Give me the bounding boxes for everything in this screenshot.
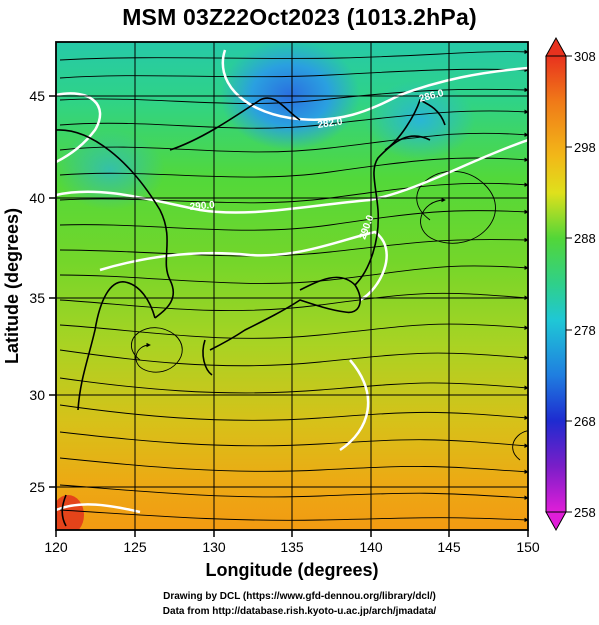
credit-data: Data from http://database.rish.kyoto-u.a…	[162, 606, 437, 617]
x-tick-label: 140	[359, 539, 383, 555]
credit-drawing: Drawing by DCL (https://www.gfd-dennou.o…	[163, 591, 436, 602]
lat-lon-grid	[56, 42, 528, 530]
chart-title: MSM 03Z22Oct2023 (1013.2hPa)	[122, 4, 477, 30]
colorbar-tick-label: 308	[574, 49, 596, 64]
wind-streamlines	[59, 49, 528, 523]
y-tick-label: 25	[29, 479, 45, 495]
y-tick-label: 45	[29, 88, 45, 104]
x-tick-label: 125	[123, 539, 147, 555]
x-tick-label: 135	[280, 539, 304, 555]
colorbar-tick-label: 288	[574, 231, 596, 246]
contour-label: 290.0	[189, 200, 215, 213]
x-tick-label: 150	[516, 539, 540, 555]
contour-label: 282.0	[317, 117, 344, 131]
temperature-contours	[56, 49, 528, 514]
colorbar-tick-label: 278	[574, 323, 596, 338]
y-tick-label: 30	[29, 387, 45, 403]
y-tick-labels: 45 40 35 30 25	[29, 88, 45, 495]
axis-ticks	[49, 95, 529, 537]
x-tick-label: 120	[44, 539, 68, 555]
y-tick-label: 40	[29, 190, 45, 206]
x-axis-label: Longitude (degrees)	[205, 560, 378, 580]
colorbar-top-arrow	[545, 36, 567, 57]
colorbar-tick-label: 298	[574, 140, 596, 155]
colorbar-bottom-arrow	[545, 511, 567, 532]
temperature-field	[56, 42, 528, 530]
coastlines	[56, 97, 446, 527]
y-tick-label: 35	[29, 290, 45, 306]
x-tick-labels: 120 125 130 135 140 145 150	[44, 539, 540, 555]
colorbar: 308 298 288 278 268 258	[545, 36, 596, 532]
x-tick-label: 130	[202, 539, 226, 555]
colorbar-body	[545, 55, 567, 513]
colorbar-tick-label: 258	[574, 505, 596, 520]
colorbar-tick-label: 268	[574, 414, 596, 429]
x-tick-label: 145	[437, 539, 461, 555]
y-axis-label: Latitude (degrees)	[2, 208, 22, 364]
